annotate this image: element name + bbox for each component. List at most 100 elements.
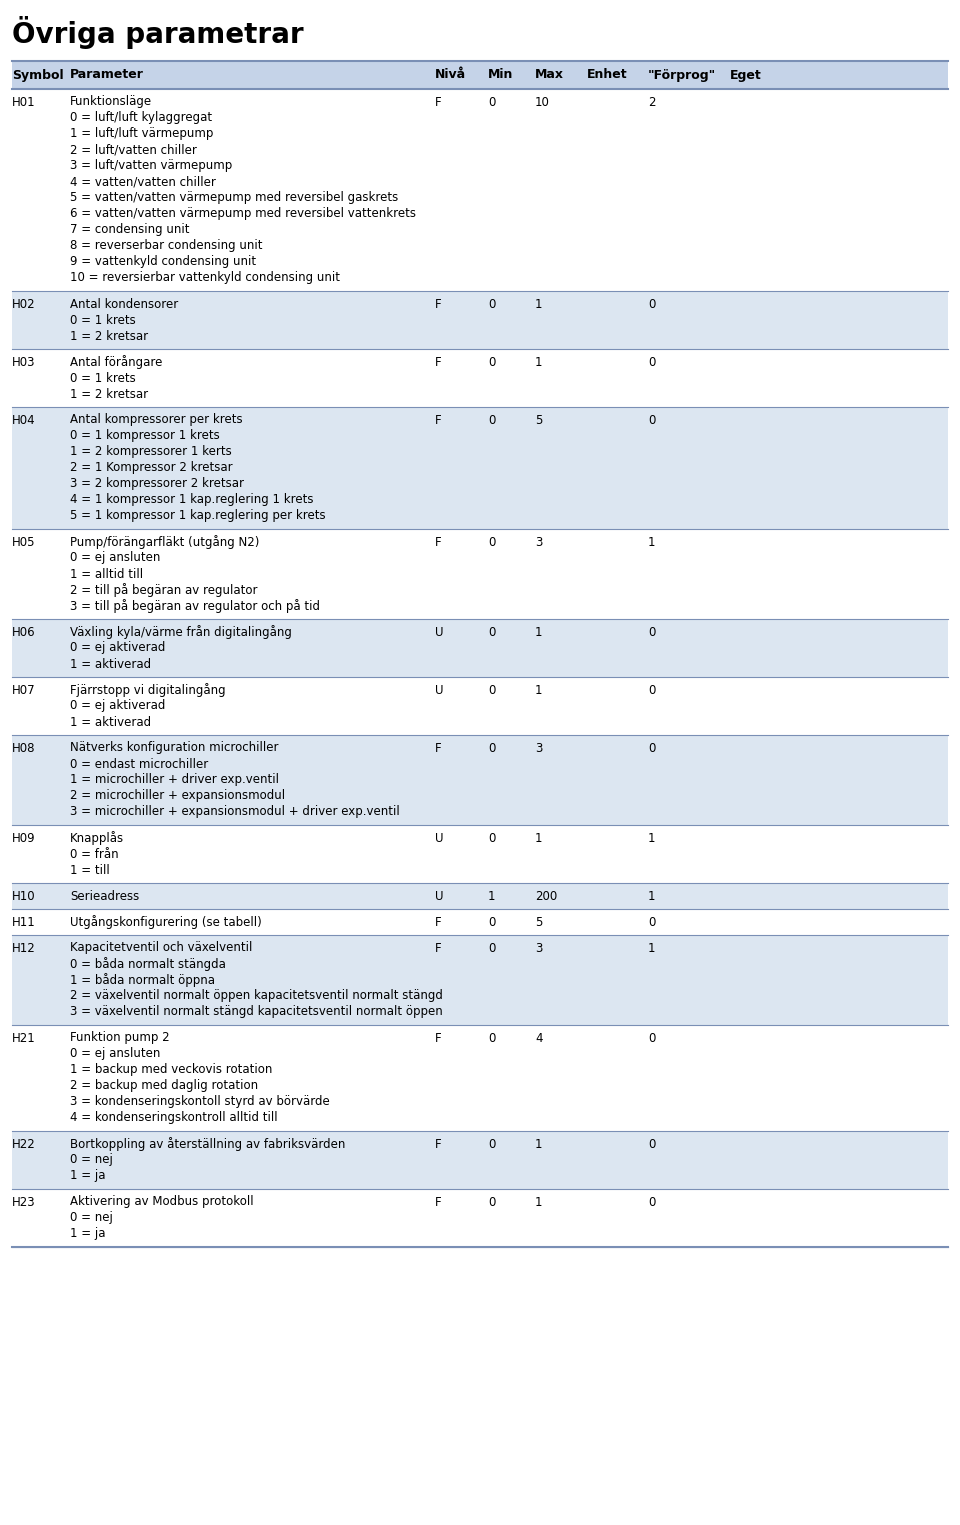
- Bar: [12, 883, 948, 909]
- Text: 3 = till på begäran av regulator och på tid: 3 = till på begäran av regulator och på …: [70, 599, 320, 613]
- Text: 10 = reversierbar vattenkyld condensing unit: 10 = reversierbar vattenkyld condensing …: [70, 271, 340, 285]
- Bar: [12, 407, 948, 529]
- Text: 8 = reverserbar condensing unit: 8 = reverserbar condensing unit: [70, 239, 262, 253]
- Text: 0 = endast microchiller: 0 = endast microchiller: [70, 758, 208, 770]
- Text: Bortkoppling av återställning av fabriksvärden: Bortkoppling av återställning av fabriks…: [70, 1138, 346, 1151]
- Text: H07: H07: [12, 683, 36, 697]
- Text: 0 = 1 kompressor 1 krets: 0 = 1 kompressor 1 krets: [70, 430, 220, 442]
- Text: 3: 3: [535, 535, 542, 549]
- Text: 0: 0: [488, 535, 495, 549]
- Text: 1 = 2 kretsar: 1 = 2 kretsar: [70, 387, 148, 401]
- Text: 200: 200: [535, 889, 557, 903]
- Text: Nivå: Nivå: [435, 69, 467, 81]
- Text: 5 = 1 kompressor 1 kap.reglering per krets: 5 = 1 kompressor 1 kap.reglering per kre…: [70, 509, 325, 523]
- Text: F: F: [435, 1031, 442, 1045]
- Text: F: F: [435, 941, 442, 955]
- Text: 1: 1: [648, 831, 656, 845]
- Text: 0: 0: [488, 413, 495, 427]
- Text: 3 = 2 kompressorer 2 kretsar: 3 = 2 kompressorer 2 kretsar: [70, 477, 244, 491]
- Text: F: F: [435, 355, 442, 369]
- Text: 0 = ej ansluten: 0 = ej ansluten: [70, 552, 160, 564]
- Text: H08: H08: [12, 741, 36, 755]
- Text: 1 = backup med veckovis rotation: 1 = backup med veckovis rotation: [70, 1063, 273, 1077]
- Text: 1: 1: [488, 889, 495, 903]
- Text: Symbol: Symbol: [12, 69, 63, 81]
- Text: 1 = till: 1 = till: [70, 863, 109, 877]
- Text: U: U: [435, 625, 444, 639]
- Text: 0 = ej aktiverad: 0 = ej aktiverad: [70, 642, 165, 654]
- Text: 1: 1: [535, 625, 542, 639]
- Text: 0 = båda normalt stängda: 0 = båda normalt stängda: [70, 958, 226, 971]
- Text: 2 = växelventil normalt öppen kapacitetsventil normalt stängd: 2 = växelventil normalt öppen kapacitets…: [70, 990, 443, 1002]
- Bar: [12, 529, 948, 619]
- Text: 10: 10: [535, 96, 550, 108]
- Text: 3 = luft/vatten värmepump: 3 = luft/vatten värmepump: [70, 160, 232, 172]
- Text: 0: 0: [488, 941, 495, 955]
- Bar: [12, 619, 948, 677]
- Text: 0 = 1 krets: 0 = 1 krets: [70, 372, 135, 384]
- Bar: [12, 1132, 948, 1190]
- Text: 3 = kondenseringskontoll styrd av börvärde: 3 = kondenseringskontoll styrd av börvär…: [70, 1095, 329, 1109]
- Text: 9 = vattenkyld condensing unit: 9 = vattenkyld condensing unit: [70, 256, 256, 268]
- Text: 1 = luft/luft värmepump: 1 = luft/luft värmepump: [70, 128, 213, 140]
- Text: 2 = microchiller + expansionsmodul: 2 = microchiller + expansionsmodul: [70, 790, 285, 802]
- Text: 1 = aktiverad: 1 = aktiverad: [70, 657, 151, 671]
- Text: H12: H12: [12, 941, 36, 955]
- Text: Växling kyla/värme från digitalingång: Växling kyla/värme från digitalingång: [70, 625, 292, 639]
- Text: H01: H01: [12, 96, 36, 108]
- Text: Min: Min: [488, 69, 514, 81]
- Text: Aktivering av Modbus protokoll: Aktivering av Modbus protokoll: [70, 1196, 253, 1208]
- Text: Knapplås: Knapplås: [70, 831, 124, 845]
- Text: Utgångskonfigurering (se tabell): Utgångskonfigurering (se tabell): [70, 915, 262, 929]
- Text: 3: 3: [535, 941, 542, 955]
- Text: 3 = växelventil normalt stängd kapacitetsventil normalt öppen: 3 = växelventil normalt stängd kapacitet…: [70, 1005, 443, 1019]
- Bar: [12, 825, 948, 883]
- Text: 4 = vatten/vatten chiller: 4 = vatten/vatten chiller: [70, 175, 216, 189]
- Text: F: F: [435, 915, 442, 929]
- Text: 4 = 1 kompressor 1 kap.reglering 1 krets: 4 = 1 kompressor 1 kap.reglering 1 krets: [70, 494, 314, 506]
- Text: F: F: [435, 297, 442, 311]
- Text: 1 = 2 kretsar: 1 = 2 kretsar: [70, 329, 148, 343]
- Text: 1: 1: [535, 683, 542, 697]
- Text: Övriga parametrar: Övriga parametrar: [12, 15, 303, 49]
- Text: H04: H04: [12, 413, 36, 427]
- Text: 0: 0: [648, 1138, 656, 1150]
- Text: 0 = 1 krets: 0 = 1 krets: [70, 314, 135, 326]
- Text: "Förprog": "Förprog": [648, 69, 716, 81]
- Text: F: F: [435, 535, 442, 549]
- Text: 4 = kondenseringskontroll alltid till: 4 = kondenseringskontroll alltid till: [70, 1112, 277, 1124]
- Text: 0: 0: [488, 297, 495, 311]
- Text: 4: 4: [535, 1031, 542, 1045]
- Text: Antal kompressorer per krets: Antal kompressorer per krets: [70, 413, 243, 427]
- Text: Max: Max: [535, 69, 564, 81]
- Text: 0 = nej: 0 = nej: [70, 1211, 113, 1225]
- Text: H03: H03: [12, 355, 36, 369]
- Text: 0: 0: [648, 1031, 656, 1045]
- Text: 0 = ej ansluten: 0 = ej ansluten: [70, 1048, 160, 1060]
- Text: 1: 1: [535, 1138, 542, 1150]
- Text: 0 = nej: 0 = nej: [70, 1153, 113, 1167]
- Text: 0: 0: [648, 741, 656, 755]
- Text: 5: 5: [535, 915, 542, 929]
- Text: Antal förångare: Antal förångare: [70, 355, 162, 369]
- Text: 0: 0: [488, 355, 495, 369]
- Bar: [12, 735, 948, 825]
- Text: 1: 1: [535, 831, 542, 845]
- Text: 1 = alltid till: 1 = alltid till: [70, 567, 143, 581]
- Text: 1 = microchiller + driver exp.ventil: 1 = microchiller + driver exp.ventil: [70, 773, 279, 787]
- Text: 1: 1: [648, 941, 656, 955]
- Text: 2 = 1 Kompressor 2 kretsar: 2 = 1 Kompressor 2 kretsar: [70, 462, 232, 474]
- Text: H23: H23: [12, 1196, 36, 1208]
- Text: U: U: [435, 889, 444, 903]
- Text: 0: 0: [488, 1196, 495, 1208]
- Text: 0: 0: [488, 741, 495, 755]
- Text: 2 = backup med daglig rotation: 2 = backup med daglig rotation: [70, 1080, 258, 1092]
- Text: Enhet: Enhet: [587, 69, 628, 81]
- Text: Antal kondensorer: Antal kondensorer: [70, 297, 179, 311]
- Text: 0 = från: 0 = från: [70, 848, 119, 860]
- Text: 5 = vatten/vatten värmepump med reversibel gaskrets: 5 = vatten/vatten värmepump med reversib…: [70, 192, 398, 204]
- Text: U: U: [435, 831, 444, 845]
- Text: U: U: [435, 683, 444, 697]
- Text: H10: H10: [12, 889, 36, 903]
- Text: 0: 0: [488, 1031, 495, 1045]
